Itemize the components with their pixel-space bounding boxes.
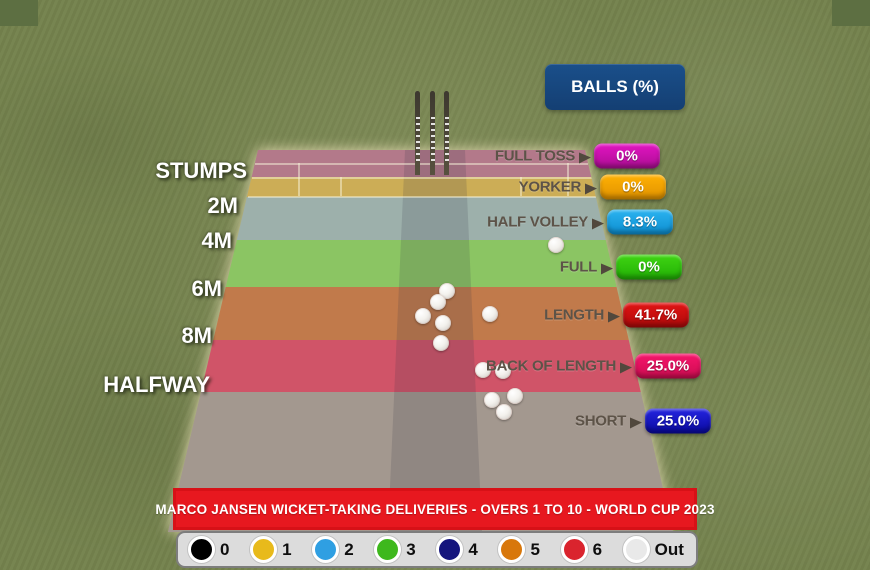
legend-item-4: 4 (436, 536, 478, 563)
runs-legend: 0 1 2 3 4 5 6 Out (176, 531, 698, 568)
arrow-right-icon (592, 218, 604, 230)
balls-percent-button[interactable]: BALLS (%) (545, 64, 685, 110)
zone-percentage-badge-length: 41.7% (623, 302, 689, 328)
legend-label: 2 (344, 539, 354, 559)
arrow-right-icon (620, 362, 632, 374)
legend-label: 3 (406, 539, 416, 559)
zone-percentage-badge-back-of-length: 25.0% (635, 353, 701, 379)
legend-item-0: 0 (188, 536, 229, 563)
chart-title: MARCO JANSEN WICKET-TAKING DELIVERIES - … (155, 501, 715, 517)
arrow-right-icon (585, 183, 597, 195)
legend-color-dot (374, 536, 402, 563)
distance-marker-stumps: STUMPS (155, 158, 247, 183)
zone-annotation-back-of-length: BACK OF LENGTH 25.0% (341, 353, 701, 379)
legend-item-6: 6 (560, 536, 603, 563)
legend-item-out: Out (622, 536, 684, 563)
zone-annotation-full: FULL 0% (322, 254, 682, 280)
zone-annotation-half-volley: HALF VOLLEY 8.3% (313, 209, 673, 235)
field-corner-patch-left (0, 0, 38, 26)
zone-percentage-badge-short: 25.0% (645, 408, 711, 434)
ball-marker (548, 237, 564, 253)
legend-label: 5 (530, 539, 540, 559)
legend-color-dot (250, 536, 278, 563)
distance-marker-8m: 8M (181, 323, 212, 348)
distance-marker-2m: 2M (207, 193, 238, 218)
ball-marker (507, 388, 523, 404)
zone-annotation-short: SHORT 25.0% (351, 408, 711, 434)
legend-color-dot (622, 536, 650, 563)
zone-annotation-full-toss: FULL TOSS 0% (300, 143, 660, 169)
legend-label: 4 (468, 539, 478, 559)
legend-color-dot (436, 536, 464, 563)
zone-percentage-badge-full: 0% (616, 254, 682, 280)
zone-label-half-volley: HALF VOLLEY (487, 213, 588, 231)
legend-color-dot (560, 536, 588, 563)
ball-marker (433, 335, 449, 351)
legend-item-1: 1 (250, 536, 292, 563)
legend-item-5: 5 (498, 536, 540, 563)
zone-label-short: SHORT (574, 412, 626, 430)
distance-marker-6m: 6M (191, 276, 222, 301)
arrow-right-icon (601, 263, 613, 275)
zone-annotation-yorker: YORKER 0% (306, 174, 666, 200)
legend-item-2: 2 (312, 536, 354, 563)
stump-icon (430, 91, 435, 175)
zone-annotation-length: LENGTH 41.7% (329, 302, 689, 328)
distance-marker-halfway: HALFWAY (103, 372, 210, 397)
legend-item-3: 3 (374, 536, 416, 563)
zone-label-length: LENGTH (544, 306, 604, 324)
legend-label: 0 (220, 539, 230, 559)
arrow-right-icon (608, 311, 620, 323)
legend-color-dot (188, 536, 215, 563)
distance-marker-4m: 4M (201, 228, 232, 253)
legend-label: 6 (592, 539, 603, 559)
field-corner-patch-right (832, 0, 870, 26)
arrow-right-icon (630, 417, 642, 429)
zone-percentage-badge-half-volley: 8.3% (607, 209, 673, 235)
zone-label-full-toss: FULL TOSS (494, 147, 575, 165)
zone-percentage-badge-yorker: 0% (600, 174, 666, 200)
legend-color-dot (498, 536, 526, 563)
legend-color-dot (312, 536, 340, 563)
zone-label-full: FULL (559, 258, 597, 276)
zone-label-back-of-length: BACK OF LENGTH (486, 357, 616, 375)
zone-label-yorker: YORKER (518, 178, 582, 196)
stump-icon (415, 91, 420, 175)
legend-label: Out (654, 539, 684, 559)
arrow-right-icon (579, 152, 591, 164)
title-banner: MARCO JANSEN WICKET-TAKING DELIVERIES - … (155, 488, 714, 530)
stump-icon (444, 91, 449, 175)
legend-label: 1 (282, 539, 292, 559)
zone-percentage-badge-full-toss: 0% (594, 143, 660, 169)
